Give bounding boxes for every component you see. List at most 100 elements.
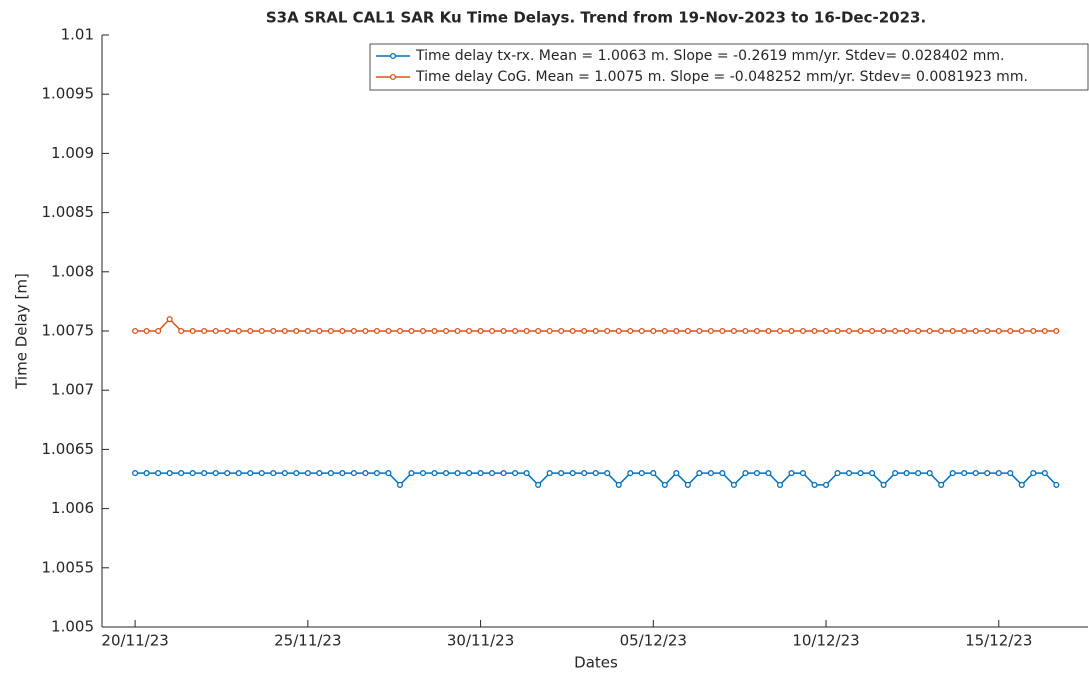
y-tick-label: 1.0095 <box>42 85 95 103</box>
x-tick-label: 20/11/23 <box>101 632 168 650</box>
data-point <box>1030 327 1037 335</box>
data-point <box>212 327 219 335</box>
data-point <box>730 327 737 335</box>
data-point <box>949 327 956 335</box>
data-point <box>707 327 714 335</box>
data-point <box>558 327 565 335</box>
data-point <box>765 470 772 477</box>
data-point <box>442 470 450 477</box>
data-point <box>454 327 461 335</box>
data-point <box>673 470 680 477</box>
data-point <box>431 470 438 477</box>
data-point <box>822 481 830 488</box>
legend-label: Time delay tx-rx. Mean = 1.0063 m. Slope… <box>415 48 1005 64</box>
data-point <box>684 327 691 335</box>
data-point <box>281 327 288 335</box>
data-point <box>696 470 703 477</box>
data-point <box>442 327 450 335</box>
y-tick-label: 1.0085 <box>42 203 95 221</box>
y-tick-label: 1.006 <box>51 499 94 517</box>
data-point <box>719 327 726 335</box>
data-point <box>143 327 150 335</box>
data-point <box>143 470 150 477</box>
data-point <box>258 470 265 477</box>
data-point <box>834 327 841 335</box>
data-point <box>972 470 979 477</box>
data-point <box>730 481 737 488</box>
data-point <box>166 470 173 477</box>
data-point <box>258 327 265 335</box>
data-point <box>696 327 703 335</box>
data-point <box>1018 327 1025 335</box>
legend-box <box>369 43 1089 91</box>
data-point <box>132 470 139 477</box>
data-point <box>535 481 542 488</box>
data-point <box>995 470 1002 477</box>
data-point <box>293 327 300 335</box>
data-point <box>822 327 830 335</box>
data-point <box>892 327 899 335</box>
data-point <box>673 327 680 335</box>
data-point <box>362 470 369 477</box>
data-point <box>155 470 162 477</box>
data-point <box>892 470 899 477</box>
data-point <box>880 481 887 488</box>
y-tick-label: 1.0055 <box>42 558 95 576</box>
data-point <box>189 327 196 335</box>
data-point <box>327 470 334 477</box>
data-point <box>201 470 208 477</box>
data-point <box>869 470 876 477</box>
data-point <box>1053 481 1060 488</box>
data-point <box>926 327 933 335</box>
data-point <box>408 327 415 335</box>
y-tick-label: 1.01 <box>61 26 94 44</box>
data-point <box>500 327 507 335</box>
data-point <box>799 327 807 335</box>
data-point <box>178 470 185 477</box>
data-point <box>235 470 242 477</box>
data-point <box>316 470 323 477</box>
data-point <box>719 470 726 477</box>
data-point <box>995 327 1002 335</box>
data-point <box>327 327 334 335</box>
data-point <box>938 327 945 335</box>
y-tick-label: 1.008 <box>51 262 94 280</box>
data-point <box>869 327 876 335</box>
data-point <box>396 327 404 335</box>
data-point <box>339 327 346 335</box>
data-point <box>938 481 945 488</box>
data-point <box>915 327 922 335</box>
data-point <box>984 327 991 335</box>
data-point <box>961 327 968 335</box>
data-point <box>270 470 277 477</box>
data-point <box>742 327 749 335</box>
data-point <box>339 470 346 477</box>
data-point <box>489 470 496 477</box>
data-point <box>155 327 162 335</box>
data-point <box>1007 470 1014 477</box>
data-point <box>650 327 657 335</box>
data-point <box>915 470 922 477</box>
data-point <box>811 327 818 335</box>
data-point <box>984 470 991 477</box>
data-point <box>270 327 277 335</box>
y-tick-label: 1.0075 <box>42 322 95 340</box>
data-point <box>316 327 323 335</box>
data-point <box>1041 470 1048 477</box>
data-point <box>627 470 634 477</box>
data-point <box>385 470 392 477</box>
data-point <box>454 470 461 477</box>
data-point <box>477 470 484 477</box>
data-point <box>638 470 645 477</box>
data-point <box>569 470 576 477</box>
data-point <box>661 481 668 488</box>
data-point <box>592 470 599 477</box>
data-point <box>293 470 300 477</box>
data-point <box>431 327 438 335</box>
data-point <box>903 327 910 335</box>
data-point <box>834 470 841 477</box>
legend-label: Time delay CoG. Mean = 1.0075 m. Slope =… <box>415 69 1028 85</box>
data-point <box>489 327 496 335</box>
data-point <box>512 327 519 335</box>
data-point <box>373 327 380 335</box>
